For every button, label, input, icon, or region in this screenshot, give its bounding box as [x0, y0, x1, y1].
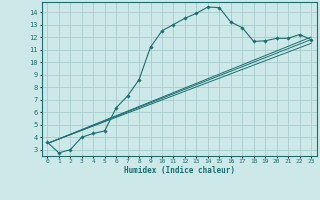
X-axis label: Humidex (Indice chaleur): Humidex (Indice chaleur): [124, 166, 235, 175]
